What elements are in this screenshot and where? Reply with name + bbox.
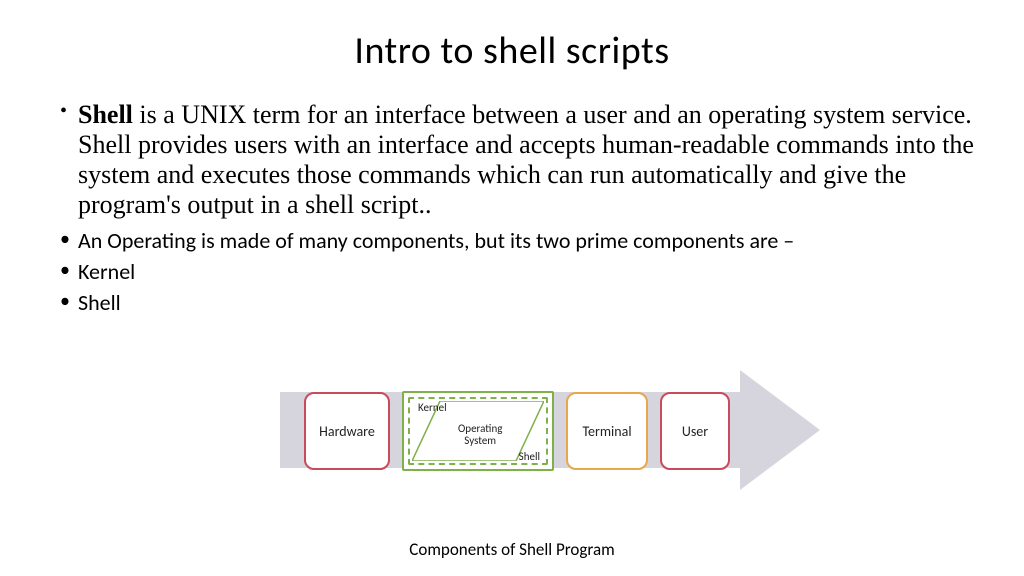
bullet-kernel: Kernel [60, 259, 974, 284]
box-user: User [660, 392, 730, 470]
box-user-label: User [682, 423, 708, 440]
box-hardware-label: Hardware [319, 423, 375, 440]
box-hardware: Hardware [304, 392, 390, 470]
slide-title: Intro to shell scripts [40, 28, 984, 74]
os-label-center: OperatingSystem [458, 423, 502, 447]
diagram-boxes: Hardware Kernel OperatingSystem Shell Te… [304, 392, 730, 470]
bullet-list: Shell is a UNIX term for an interface be… [40, 100, 984, 315]
diagram: Hardware Kernel OperatingSystem Shell Te… [280, 352, 820, 512]
box-terminal: Terminal [566, 392, 648, 470]
box-os: Kernel OperatingSystem Shell [402, 391, 554, 471]
diagram-caption: Components of Shell Program [0, 539, 1024, 560]
bullet-main-bold: Shell [78, 100, 133, 129]
bullet-sub: An Operating is made of many components,… [60, 228, 974, 253]
bullet-main: Shell is a UNIX term for an interface be… [60, 100, 974, 220]
box-terminal-label: Terminal [582, 423, 631, 440]
slide: Intro to shell scripts Shell is a UNIX t… [0, 0, 1024, 576]
os-label-shell: Shell [519, 450, 540, 463]
os-label-kernel: Kernel [418, 401, 447, 414]
bullet-shell: Shell [60, 290, 974, 315]
bullet-main-text: is a UNIX term for an interface between … [78, 100, 974, 219]
